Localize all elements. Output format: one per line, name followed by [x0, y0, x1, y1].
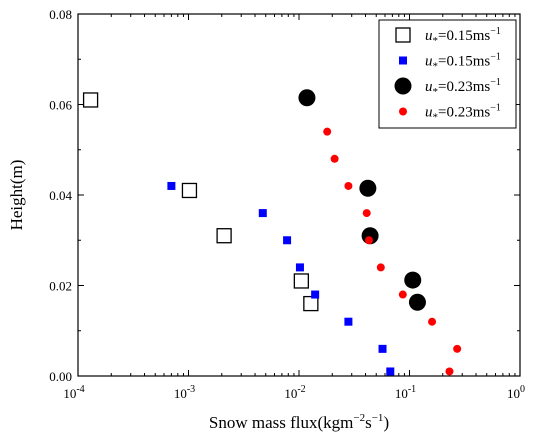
data-point-series-4: [323, 127, 332, 136]
data-point-series-1: [216, 228, 232, 244]
data-point-series-3: [408, 293, 426, 311]
x-tick-label: 100: [507, 384, 525, 401]
y-axis-title: Height(m): [7, 160, 26, 231]
data-point-series-4: [398, 290, 407, 299]
legend-marker: [395, 27, 411, 43]
y-tick-label: 0.08: [49, 7, 72, 22]
data-point-series-1: [181, 182, 198, 199]
data-point-series-3: [359, 179, 377, 197]
legend: u*=0.15ms−1 u*=0.15ms−1 u*=0.23ms−1 u*=0.23…: [378, 19, 517, 129]
legend-label: u*=0.23ms−1: [425, 77, 501, 98]
legend-label: u*=0.15ms−1: [425, 26, 501, 47]
data-point-series-2: [386, 367, 395, 376]
data-point-series-2: [167, 181, 176, 190]
data-point-series-4: [330, 154, 339, 163]
data-point-series-1: [82, 92, 99, 108]
y-tick-label: 0.02: [49, 279, 72, 294]
data-point-series-3: [404, 271, 422, 289]
legend-marker: [399, 56, 407, 65]
legend-label: u*=0.15ms−1: [425, 52, 501, 73]
y-tick-label: 0.06: [49, 98, 72, 113]
x-tick-label: 10-1: [395, 384, 416, 401]
y-tick-label: 0.00: [49, 369, 72, 384]
x-tick-label: 10-3: [174, 384, 195, 401]
x-tick-label: 10-4: [63, 384, 84, 401]
data-point-series-2: [344, 317, 353, 326]
data-point-series-1: [293, 273, 309, 289]
data-point-series-4: [344, 181, 353, 190]
data-point-series-2: [378, 344, 387, 353]
data-point-series-2: [311, 290, 320, 299]
data-point-series-3: [298, 89, 316, 107]
data-point-series-2: [258, 209, 267, 218]
data-point-series-4: [364, 236, 373, 245]
data-points: [82, 89, 462, 376]
data-point-series-2: [283, 236, 292, 245]
data-point-series-2: [295, 263, 304, 272]
data-point-series-4: [362, 209, 371, 218]
data-point-series-4: [428, 317, 437, 326]
x-axis: 10-4 10-3 10-2 10-1 100: [63, 14, 525, 401]
x-axis-title: Snow mass flux(kgm−2s−1): [209, 412, 389, 432]
legend-marker: [399, 107, 407, 116]
data-point-series-4: [376, 263, 385, 272]
data-point-series-4: [453, 344, 462, 353]
data-point-series-1: [303, 295, 319, 312]
y-tick-label: 0.04: [49, 188, 72, 203]
legend-label: u*=0.23ms−1: [425, 103, 501, 124]
x-tick-label: 10-2: [284, 384, 305, 401]
data-point-series-4: [445, 367, 454, 376]
legend-marker: [394, 77, 412, 95]
